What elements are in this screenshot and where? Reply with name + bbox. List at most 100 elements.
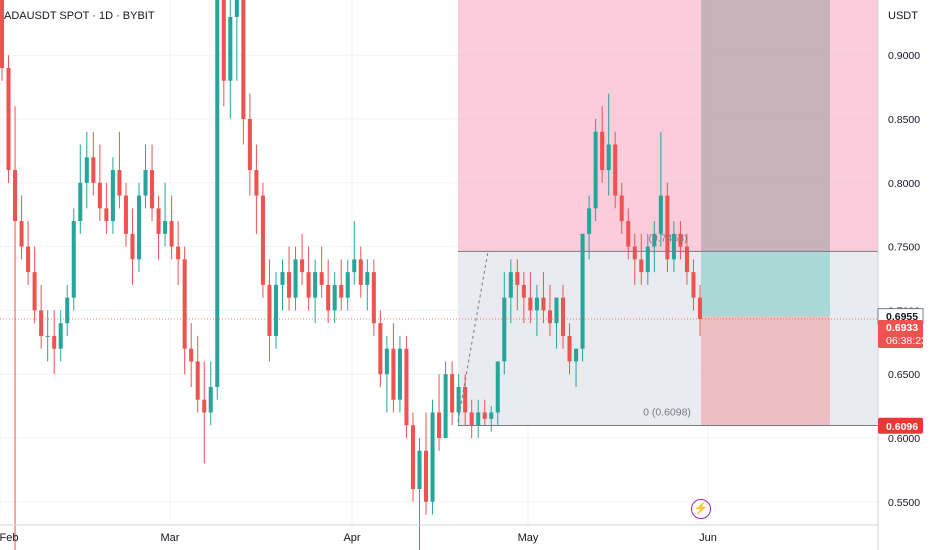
candle-body [254,170,259,196]
candle-body [326,284,331,311]
candle-body [208,386,213,413]
candle-body [78,182,83,222]
candle-body [541,297,546,311]
candle-body [0,0,5,68]
price-axis[interactable]: 1.20001.15001.10001.05001.00000.95000.90… [877,0,920,550]
candle-body [247,119,252,171]
currency-label[interactable]: USDT [888,10,918,22]
candle-body [671,233,676,260]
candle-body [404,348,409,426]
candle-body [260,195,265,285]
candle-body [515,272,520,285]
candle-body [117,170,122,196]
candle-body [13,170,18,222]
candle-body [606,144,611,171]
candle-body [495,361,500,413]
candle-body [123,195,128,234]
candle-body [417,450,422,490]
candle-body [665,195,670,260]
candle-body [508,272,513,298]
candle-body [71,221,76,298]
lightning-icon[interactable]: ⚡ [691,499,711,519]
candle-body [313,272,318,298]
candle-body [443,374,448,438]
candle-body [547,310,552,324]
fib-mid-label: (0.7463) [648,232,687,244]
candle-body [234,0,239,17]
candle-body [136,195,142,260]
x-tick-label: May [518,532,539,544]
candle-body [280,272,285,285]
candle-body [339,284,344,298]
candle-body [293,259,298,298]
candle-body [130,233,135,260]
candle-body [228,16,233,81]
y-tick-label: 0.6000 [888,433,920,445]
candle-body [684,246,689,273]
candle-body [437,412,442,438]
candle-body [84,157,89,183]
candle-body [626,221,631,247]
candle-body [469,412,474,426]
y-tick-label: 0.9000 [888,50,920,62]
candle-body [593,131,598,209]
candle-body [482,412,487,419]
candle-body [410,425,415,490]
x-tick-label: Mar [161,532,180,544]
candle-body [319,272,324,285]
candles [0,0,703,550]
candle-body [104,208,109,222]
fib-bottom-label: 0 (0.6098) [643,406,691,418]
y-tick-label: 0.7500 [888,242,920,254]
candle-body [182,259,187,349]
candle-body [65,297,70,324]
candle-body [110,170,115,222]
candle-body [241,0,246,119]
countdown-text: 06:38:23 [886,335,927,347]
candle-body [632,246,637,260]
candle-body [163,221,168,234]
candle-body [365,272,370,285]
candle-body [26,246,31,273]
candle-body [697,297,703,319]
candle-body [306,272,311,298]
zero-tag-bg [878,417,923,434]
candle-body [384,348,389,375]
candle-body [658,195,663,234]
candle-body [156,208,161,234]
x-tick-label: Apr [343,532,360,544]
candle-body [502,297,507,362]
x-tick-label: Feb [0,532,18,544]
y-tick-label: 0.5500 [888,497,920,509]
candle-body [300,259,305,273]
candle-body [273,284,279,336]
candle-body [97,182,102,209]
candle-body [39,310,44,336]
candle-body [567,335,572,362]
candle-body [580,233,585,349]
candle-body [476,412,481,426]
current-tag-text: 0.6933 [886,322,918,334]
candle-body [489,412,494,419]
candle-body [6,67,11,171]
candle-body [371,272,376,324]
candle-body [430,412,435,502]
candle-body [463,386,468,413]
candle-body [560,297,566,336]
candle-body [397,348,402,400]
candle-body [521,284,526,298]
symbol-title[interactable]: ADAUSDT SPOT · 1D · BYBIT [4,10,155,22]
candle-body [619,195,624,222]
candle-body [215,0,220,387]
candle-body [639,259,644,273]
candle-body [91,157,96,183]
candle-body [423,450,429,502]
candle-body [645,246,650,273]
time-axis[interactable]: Feb Mar Apr May Jun [0,524,878,544]
candle-body [345,272,350,298]
candle-body [19,221,24,247]
y-tick-label: 0.6500 [888,369,920,381]
y-tick-label: 0.8000 [888,178,920,190]
